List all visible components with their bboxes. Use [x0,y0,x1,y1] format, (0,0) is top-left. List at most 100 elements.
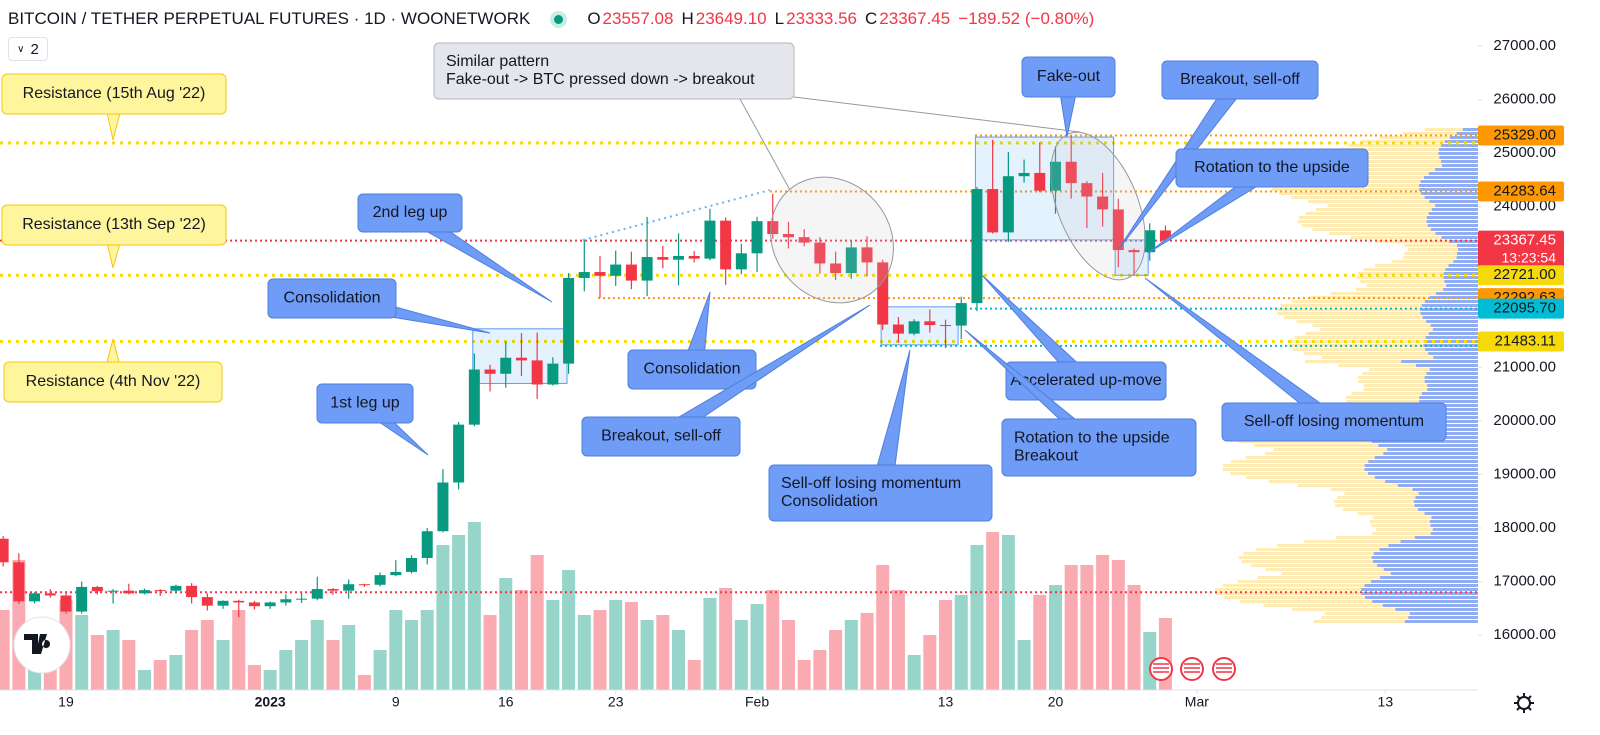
profile-bar [1374,264,1449,267]
profile-bar [1355,288,1444,291]
candle-body [233,600,245,603]
logo-mark [24,634,51,654]
profile-bar [1429,520,1478,523]
volume-bar [750,604,764,690]
profile-bar [1429,200,1478,203]
candle-body [515,357,527,361]
profile-bar [1380,576,1478,579]
candle-body [248,602,260,607]
volume-bar [939,600,953,690]
callout-text: Fake-out [1037,68,1101,85]
profile-bar [1275,308,1421,311]
profile-bar [1351,392,1422,395]
profile-bar [1345,396,1420,399]
candle-body [264,602,276,607]
callout-text: Fake-out -> BTC pressed down -> breakout [446,71,755,88]
profile-bar [1271,188,1420,191]
profile-bar [1357,376,1425,379]
profile-bar [1297,484,1398,487]
profile-bar [1338,364,1416,367]
volume-bar [734,620,748,690]
profile-bar [1376,240,1449,243]
chevron[interactable]: ∨ [17,43,25,55]
candle-body [845,247,857,274]
profile-bar [1435,232,1478,235]
volume-bar [1127,585,1141,690]
callout-box [3,361,223,403]
x-tick-label: Feb [745,694,769,710]
callout-box [581,416,741,457]
candle-body [782,234,794,238]
profile-bar [1360,280,1445,283]
profile-bar [1379,548,1478,551]
profile-bar [1415,364,1478,367]
profile-bar [1321,356,1434,359]
volume-bar [891,590,905,690]
candle-body [437,482,449,532]
candle-body [814,242,826,264]
callout-box [1175,148,1369,188]
candle-body [170,585,182,591]
price-label: 21483.11 [1495,332,1556,349]
volume-bar [263,670,277,690]
profile-bar [1449,136,1478,139]
profile-bar [1245,476,1375,479]
profile-bar [1369,520,1430,523]
profile-bar [1256,548,1380,551]
volume-bar [1017,640,1031,690]
profile-bar [1215,592,1362,595]
profile-bar [1419,396,1478,399]
callout-box [1005,361,1167,401]
y-tick-label: 25000.00 [1493,144,1556,161]
countdown: 13:23:54 [1502,249,1557,265]
volume-bar [970,545,984,690]
profile-bar [1421,404,1478,407]
gear-teeth[interactable] [1514,693,1534,713]
profile-bar [1245,456,1375,459]
flag [1212,657,1236,681]
profile-bar [1422,316,1478,319]
profile-bar [1374,456,1478,459]
profile-bar [1424,380,1478,383]
settings-icon[interactable] [1514,693,1534,713]
volume-bar [310,620,324,690]
profile-bar [1439,156,1478,159]
profile-bar [1373,552,1478,555]
profile-bar [1369,368,1430,371]
profile-bar [1400,540,1478,543]
profile-bar [1222,468,1365,471]
indicator-count[interactable]: 2 [30,40,39,58]
header: BITCOIN / TETHER PERPETUAL FUTURES · 1D … [8,9,1102,29]
volume-bar [562,570,576,690]
x-tick-label: 13 [1378,694,1394,710]
callout-box [1001,418,1197,477]
callout-box [1,204,227,246]
profile-bar [1215,588,1362,591]
candle-body [1159,230,1171,241]
volume-bar [106,630,120,690]
profile-bar [1441,144,1478,147]
profile-bar [1429,368,1478,371]
profile-bar [1426,216,1478,219]
profile-bar [1231,460,1369,463]
volume-bar [436,545,450,690]
candle-body [547,363,559,385]
candle-body [987,189,999,233]
profile-bar [1305,360,1402,363]
profile-bar [1448,240,1478,243]
volume-bar [153,660,167,690]
connector [739,98,791,191]
volume-bar [719,588,733,690]
profile-bar [1312,228,1431,231]
candle-body [610,264,622,276]
volume-bar [1111,560,1125,690]
profile-bar [1363,384,1428,387]
candle-body [280,599,292,603]
profile-bar [1424,300,1478,303]
volume-bar [373,650,387,690]
profile-bar [1425,336,1478,339]
indicator-toggle[interactable]: ∨ 2 [8,37,48,61]
profile-bar [1253,444,1379,447]
profile-bar [1335,536,1415,539]
status-dot [554,14,564,24]
